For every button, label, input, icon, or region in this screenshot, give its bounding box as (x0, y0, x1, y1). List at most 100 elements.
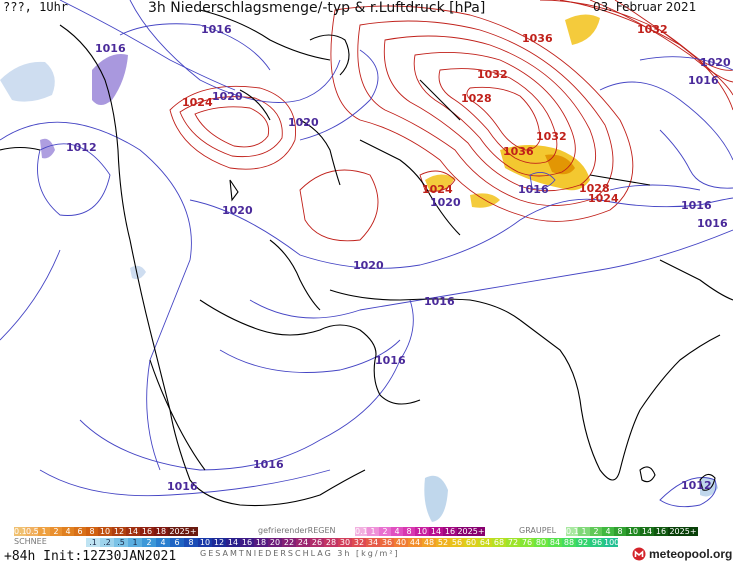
legend-swatch: 2 (590, 527, 602, 536)
legend-swatch: 100 (604, 538, 618, 547)
legend-swatch: 1 (38, 527, 50, 536)
legend-swatch: 8 (614, 527, 626, 536)
legend-swatch: 16 (140, 527, 154, 536)
isobar-label-red: 1036 (503, 145, 534, 158)
legend-freezing-rain-title: gefrierenderREGEN (258, 526, 336, 535)
legend-swatch: 2 (142, 538, 156, 547)
legend-graupel-scale: 0.1 1 2 4 8 10 14 16 2025+ (566, 527, 698, 536)
legend-swatch: 34 (366, 538, 380, 547)
isobar-label-blue: 1016 (424, 295, 455, 308)
legend-swatch: 68 (492, 538, 506, 547)
isobar-label-red: 1032 (536, 130, 567, 143)
low-pressure-isobars (0, 0, 733, 508)
legend-swatch: 0.5 (26, 527, 38, 536)
isobar-label-blue: 1016 (518, 183, 549, 196)
isobar-label-blue: 1016 (688, 74, 719, 87)
legend-swatch: 92 (576, 538, 590, 547)
legend-swatch: 0.1 (355, 527, 367, 536)
legend-swatch: 60 (464, 538, 478, 547)
legend-total-title: GESAMTNIEDERSCHLAG 3h [kg/m²] (200, 549, 400, 558)
legend-snow-title: SCHNEE (14, 537, 47, 546)
isobar-label-blue: 1020 (700, 56, 731, 69)
legend-swatch: 14 (226, 538, 240, 547)
legend-freezing-rain-scale: 0.1 1 2 4 8 10 14 16 2025+ (355, 527, 485, 536)
legend-swatch: 18 (254, 538, 268, 547)
legend-swatch: .5 (114, 538, 128, 547)
legend-swatch: 26 (310, 538, 324, 547)
legend-swatch: 36 (380, 538, 394, 547)
isobar-label-blue: 1016 (253, 458, 284, 471)
legend-swatch: 12 (212, 538, 226, 547)
legend-graupel-title: GRAUPEL (519, 526, 557, 535)
legend-swatch: 22 (282, 538, 296, 547)
legend-swatch: 8 (184, 538, 198, 547)
legend-swatch: 2025+ (668, 527, 698, 536)
isobar-label-red: 1024 (422, 183, 453, 196)
brand-icon (632, 547, 646, 561)
legend-swatch: 10 (626, 527, 640, 536)
isobar-label-blue: 1016 (681, 199, 712, 212)
legend-swatch: .2 (100, 538, 114, 547)
high-pressure-isobars (169, 0, 733, 242)
legend-swatch: 0.1 (566, 527, 578, 536)
legend-swatch: 1 (128, 538, 142, 547)
legend-swatch: 10 (198, 538, 212, 547)
legend-swatch: 4 (62, 527, 74, 536)
legend-swatch: 2 (379, 527, 391, 536)
legend-swatch: 88 (562, 538, 576, 547)
isobar-label-blue: 1020 (222, 204, 253, 217)
legend-swatch: 0.1 (14, 527, 26, 536)
legend-swatch: 24 (296, 538, 310, 547)
legend-swatch: 18 (154, 527, 168, 536)
legend-swatch: 10 (98, 527, 112, 536)
precipitation-shading (0, 14, 718, 522)
isobar-label-blue: 1016 (697, 217, 728, 230)
forecast-date: 03. Februar 2021 (593, 0, 697, 14)
isobar-label-blue: 1020 (288, 116, 319, 129)
legend-swatch: 14 (429, 527, 443, 536)
brand-name: meteopool.org (649, 547, 733, 561)
legend-swatch: 16 (240, 538, 254, 547)
isobar-label-red: 1032 (477, 68, 508, 81)
legend-swatch: .1 (86, 538, 100, 547)
isobar-label-blue: 1016 (375, 354, 406, 367)
isobar-label-blue: 1016 (95, 42, 126, 55)
legend-swatch: 1 (578, 527, 590, 536)
run-time-label: ???, 1Uhr (3, 0, 69, 14)
legend-swatch: 64 (478, 538, 492, 547)
map-title: 3h Niederschlagsmenge/-typ & r.Luftdruck… (148, 0, 486, 16)
legend-swatch: 8 (86, 527, 98, 536)
legend-swatch: 84 (548, 538, 562, 547)
isobar-label-blue: 1020 (353, 259, 384, 272)
legend-snow-scale: 0.1 0.5 1 2 4 6 8 10 12 14 16 18 2025+ (14, 527, 198, 536)
legend-swatch: 32 (352, 538, 366, 547)
legend-swatch: 4 (156, 538, 170, 547)
legend-total-scale: .1.2.5 1 2 4 6 8 10 12 14 16 18 20 22 24 26 28 30 32 34 36 4… (86, 538, 618, 547)
legend-swatch: 30 (338, 538, 352, 547)
legend-swatch: 14 (126, 527, 140, 536)
isobar-label-red: 1032 (637, 23, 668, 36)
legend-swatch: 1 (367, 527, 379, 536)
legend-swatch: 4 (602, 527, 614, 536)
legend-swatch: 16 (443, 527, 457, 536)
legend-swatch: 14 (640, 527, 654, 536)
legend-swatch: 8 (403, 527, 415, 536)
legend-swatch: 2 (50, 527, 62, 536)
legend-swatch: 56 (450, 538, 464, 547)
legend-swatch: 10 (415, 527, 429, 536)
legend-swatch: 76 (520, 538, 534, 547)
legend-swatch: 44 (408, 538, 422, 547)
legend-swatch: 2025+ (457, 527, 485, 536)
isobar-label-red: 1028 (579, 182, 610, 195)
legend-swatch: 6 (170, 538, 184, 547)
legend-swatch: 40 (394, 538, 408, 547)
isobar-label-blue: 1016 (167, 480, 198, 493)
legend-swatch: 20 (268, 538, 282, 547)
legend-swatch: 4 (391, 527, 403, 536)
isobar-label-blue: 1016 (201, 23, 232, 36)
isobar-label-blue: 1020 (430, 196, 461, 209)
coastlines (0, 9, 733, 507)
isobar-label-blue: 1012 (66, 141, 97, 154)
isobar-label-red: 1024 (588, 192, 619, 205)
brand-logo[interactable]: meteopool.org (632, 547, 732, 561)
